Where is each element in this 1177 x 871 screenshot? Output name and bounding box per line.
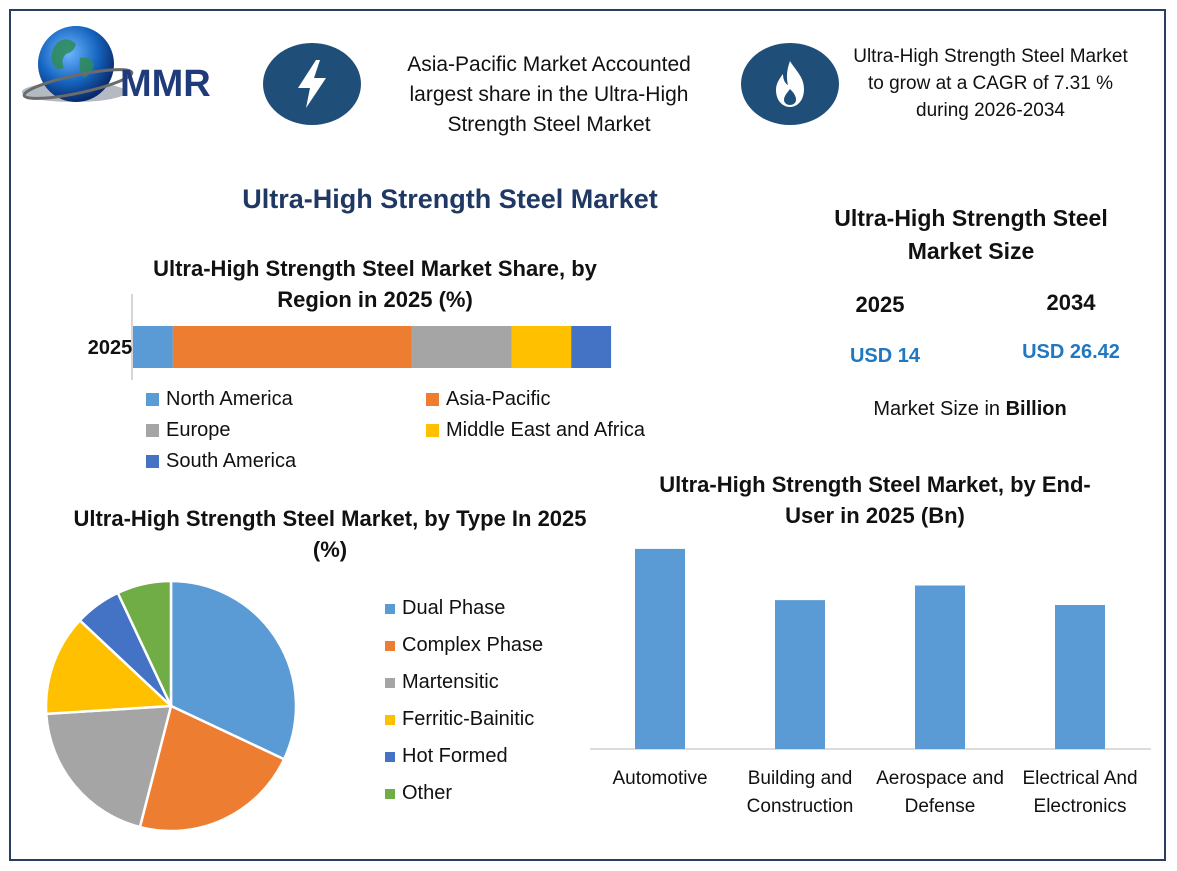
market-size-unit-prefix: Market Size in xyxy=(873,398,1006,420)
market-size-value-2034: USD 26.42 xyxy=(1022,341,1120,363)
region-legend-europe: Europe xyxy=(146,419,231,442)
type-legend-label: Complex Phase xyxy=(402,634,544,656)
type-legend-swatch xyxy=(385,751,395,762)
region-legend-swatch xyxy=(146,455,159,468)
type-legend-label: Martensitic xyxy=(402,671,499,693)
end-user-bar-chart xyxy=(590,548,1151,750)
type-legend-label: Hot Formed xyxy=(402,745,508,767)
pie-slice-martensitic xyxy=(44,704,173,829)
type-legend-label: Ferritic-Bainitic xyxy=(402,708,535,730)
region-legend-label: Middle East and Africa xyxy=(446,419,645,441)
market-size-year-2025: 2025 xyxy=(855,292,905,317)
type-legend-swatch xyxy=(385,714,395,725)
type-legend-dual-phase: Dual Phase xyxy=(385,590,585,627)
region-legend-swatch xyxy=(426,424,439,437)
pie-slice-other xyxy=(116,579,173,707)
type-legend-swatch xyxy=(385,640,395,651)
region-legend-swatch xyxy=(426,393,439,406)
market-size-value-2025: USD 14 xyxy=(849,345,921,367)
type-chart-title: Ultra-High Strength Steel Market, by Typ… xyxy=(73,506,587,562)
highlight-left-text: Asia-Pacific Market Accounted largest sh… xyxy=(407,53,691,136)
type-legend-other: Other xyxy=(385,775,585,812)
region-legend-middle-east-and-africa: Middle East and Africa xyxy=(426,419,645,442)
type-legend-martensitic: Martensitic xyxy=(385,664,585,701)
flame-icon xyxy=(741,43,839,125)
market-size-year-2034: 2034 xyxy=(1046,290,1096,315)
region-segment-south-america xyxy=(571,326,612,368)
region-legend-label: North America xyxy=(166,388,293,410)
type-legend-complex-phase: Complex Phase xyxy=(385,627,585,664)
logo-text: MMR xyxy=(120,63,211,105)
region-segment-north-america xyxy=(133,326,173,368)
region-category-label: 2025 xyxy=(88,337,133,359)
end-user-tick-label: Automotive xyxy=(612,768,708,789)
type-pie-chart xyxy=(44,579,298,833)
highlight-right-text: Ultra-High Strength Steel Market to grow… xyxy=(853,46,1128,121)
end-user-tick-label: Building and Construction xyxy=(746,768,854,817)
end-user-bar-electrical-and-electronics xyxy=(1055,605,1105,749)
region-legend-label: South America xyxy=(166,450,297,472)
end-user-bar-automotive xyxy=(635,548,685,749)
region-legend-label: Europe xyxy=(166,419,231,441)
end-user-bar-building-and-construction xyxy=(775,600,825,749)
type-legend-label: Dual Phase xyxy=(402,597,506,619)
end-user-x-axis: Automotive Building and Construction Aeros… xyxy=(588,765,1153,825)
region-legend-asia-pacific: Asia-Pacific xyxy=(426,388,550,411)
lightning-icon xyxy=(263,43,361,125)
pie-slice-complex-phase xyxy=(138,704,286,833)
type-legend-swatch xyxy=(385,788,395,799)
type-legend-label: Other xyxy=(402,782,453,804)
region-legend-south-america: South America xyxy=(146,450,296,473)
region-segment-asia-pacific xyxy=(172,326,412,368)
market-size-title: Ultra-High Strength Steel Market Size xyxy=(834,205,1108,264)
type-legend-hot-formed: Hot Formed xyxy=(385,738,585,775)
end-user-tick-label: Electrical And Electronics xyxy=(1022,768,1138,817)
end-user-tick-label: Aerospace and Defense xyxy=(876,768,1004,817)
region-segment-middle-east-and-africa xyxy=(511,326,572,368)
main-title: Ultra-High Strength Steel Market xyxy=(242,184,658,214)
market-size-unit-bold: Billion xyxy=(1005,398,1067,420)
region-legend-swatch xyxy=(146,393,159,406)
type-legend-swatch xyxy=(385,677,395,688)
region-legend-north-america: North America xyxy=(146,388,293,411)
type-legend-ferritic-bainitic: Ferritic-Bainitic xyxy=(385,701,585,738)
region-legend-label: Asia-Pacific xyxy=(446,388,551,410)
region-chart-title: Ultra-High Strength Steel Market Share, … xyxy=(153,256,597,312)
infographic-frame xyxy=(9,9,1166,861)
type-legend-swatch xyxy=(385,603,395,614)
end-user-bar-aerospace-and-defense xyxy=(915,585,965,749)
type-legend: Dual Phase Complex Phase Martensitic Ferrit… xyxy=(385,590,585,812)
region-stacked-bar-chart: 2025 xyxy=(88,294,612,380)
pie-slice-ferritic-bainitic xyxy=(44,618,174,716)
mmr-logo: MMR xyxy=(22,26,211,105)
end-user-chart-title: Ultra-High Strength Steel Market, by End… xyxy=(659,472,1091,528)
pie-slice-dual-phase xyxy=(169,579,298,761)
region-legend-swatch xyxy=(146,424,159,437)
region-segment-europe xyxy=(411,326,512,368)
market-size-unit: Market Size in Billion xyxy=(820,398,1120,421)
